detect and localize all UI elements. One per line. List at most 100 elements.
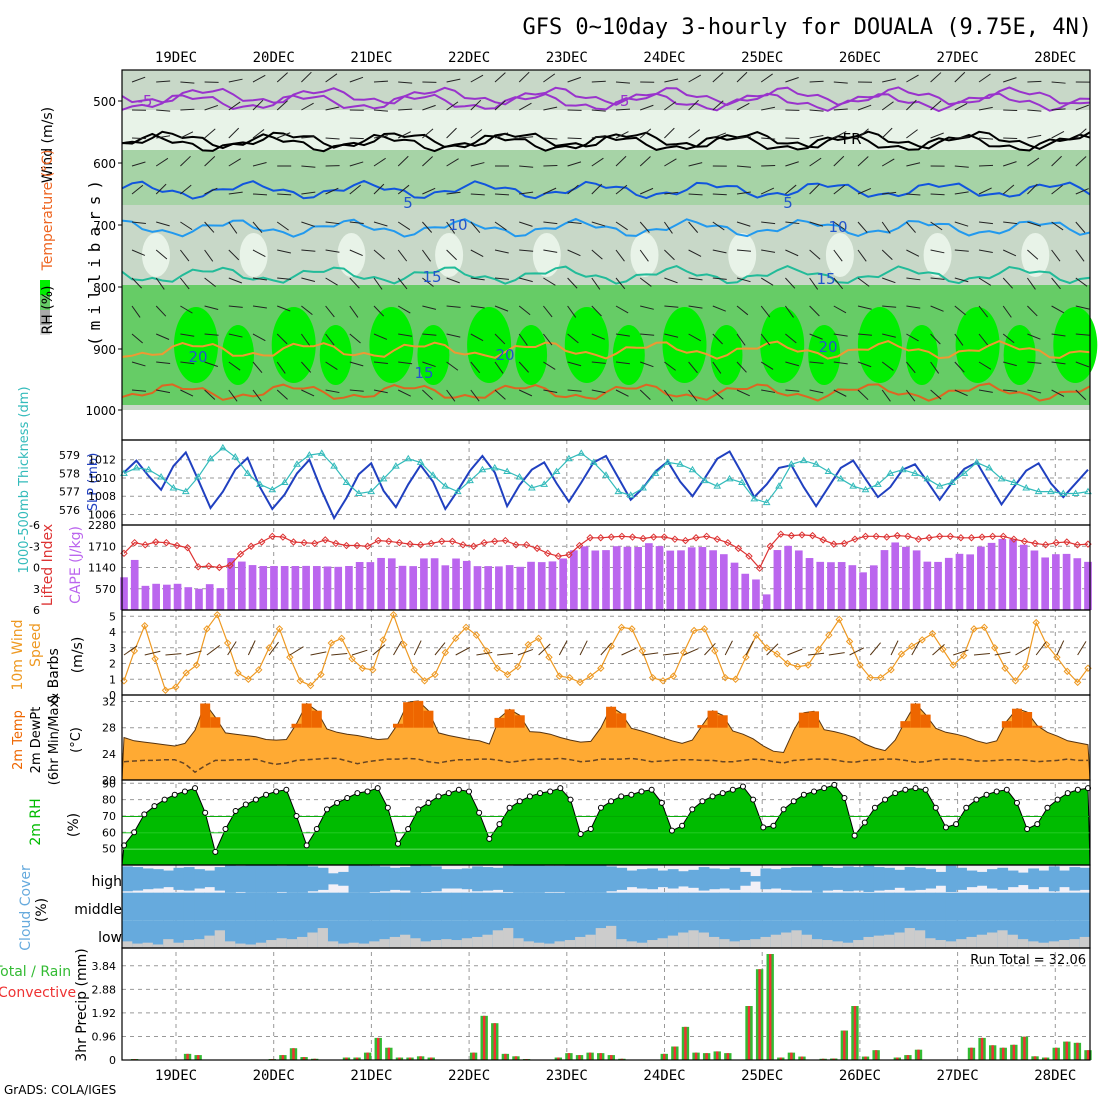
wind-barb [518,333,528,346]
wind-barb [978,73,991,83]
isotherm-label: 5 [783,194,793,212]
wind-speed-point [265,644,273,652]
lifted-index-point [967,534,976,542]
thickness-point [404,454,413,462]
cloud-low-bar [492,930,504,948]
wind-barb [688,333,702,342]
cloud-high-bar [544,865,556,892]
cloud-low-bar [781,932,792,948]
cloud-low-bar [667,935,679,948]
lifted-index-point [385,537,393,545]
wind-barb [664,305,679,308]
cloud-low-bg-bar [173,920,185,948]
wind-speed-point [441,648,450,657]
cloud-middle-bar [410,892,422,921]
cloud-low-bg-bar [811,920,823,948]
slp-tick-label: 1008 [88,490,116,503]
cloud-low-bar [698,932,710,948]
wind-barb [591,80,606,83]
precip-convective-bar [917,1049,920,1060]
wind-barb [131,277,143,289]
cloud-middle-bar [606,892,617,921]
wind-barb [228,78,243,83]
rh2m-point [871,804,878,811]
thickness-point [997,474,1006,482]
wind-barb [228,101,241,111]
cloud-low-bar [255,942,267,948]
cloud-low-bg-bar [420,920,432,948]
cloud-low-bg-bar [884,920,895,948]
cape-bar [227,558,235,610]
cloud-low-bar [132,943,144,948]
rh2m-point [161,796,168,803]
cloud-low-bg-bar [338,920,350,948]
cloud-low-bar [513,938,525,948]
cloud-middle-bar [503,892,514,921]
surface-wind-barb [579,640,588,656]
wind-barb [930,221,943,231]
wind-barb [978,137,993,140]
cloud-middle-bar [863,892,875,921]
precip-convective-bar [970,1047,973,1060]
surface-wind-barb [538,643,551,656]
cape-bar [944,557,953,610]
cloud-low-bar [935,940,947,948]
wind-barb [494,361,504,374]
thickness-point [960,469,969,476]
precip-convective-bar [768,954,772,1060]
wind-speed-point [939,645,947,654]
cloud-low-bar [358,943,370,948]
rh-saturated-blob [955,307,1000,383]
cloud-low-bg-bar [647,920,658,948]
cloud-high-bar [533,865,545,893]
cape-bar [591,550,600,610]
lifted-index-point [416,541,425,549]
cloud-low-bg-bar [760,920,772,948]
cloud-high-bar [214,867,226,891]
cloud-low-bar [1059,940,1070,948]
surface-wind-barb [393,640,402,656]
cloud-high-bar [163,870,174,888]
wind-barb [809,80,824,83]
cloud-low-bar [266,940,277,948]
wind-barb [567,333,579,344]
rh2m-point [922,786,929,793]
cloud-low-bar [389,936,401,948]
cloud-low-bg-bar [1038,920,1050,948]
isotherm-line [121,217,1091,238]
wind-barb [591,333,605,340]
cloud-high-bar [647,868,658,890]
wind-barb [228,389,238,402]
wind-barb [712,389,724,400]
wind-barb [421,249,432,262]
rh2m-point [1054,796,1061,803]
precip-convective-bar [557,1057,560,1060]
cloud-middle-bar [708,892,720,921]
cloud-low-bar [461,938,473,948]
cloud-high-bar [297,865,308,893]
wind-barb [712,361,722,374]
rh2m-point [151,803,158,810]
wind-speed-point [680,648,688,657]
cloud-low-bar [338,943,350,948]
wind-barb [252,193,268,196]
cloud-low-bar [811,939,823,948]
cape-bar [280,566,289,610]
cloud-low-bar [966,936,978,948]
wind-speed-point [348,655,356,663]
thickness-point [206,454,215,462]
wind-barb [156,109,171,112]
wind-barb [180,184,192,195]
wind-barb [494,72,506,83]
rh2m-point [811,788,818,795]
cape-bar [827,562,835,610]
wind-barb [276,389,288,400]
wind-barb [736,136,751,139]
wind-barb [567,361,582,367]
wind-barb [930,333,941,345]
precip-convective-bar [482,1015,486,1060]
thickness-point [540,480,549,487]
wind-barb [615,305,629,314]
cloud-high-bar [245,865,257,893]
